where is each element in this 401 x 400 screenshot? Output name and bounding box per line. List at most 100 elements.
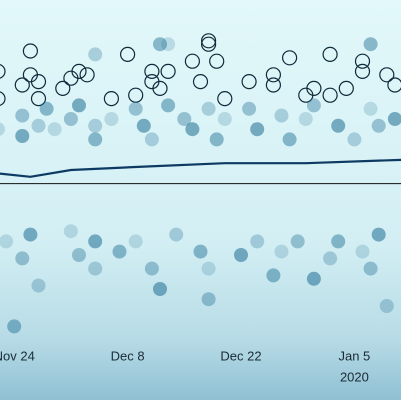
dot [0, 122, 5, 136]
dot [47, 122, 62, 137]
open-dot [55, 80, 71, 97]
dot [363, 261, 378, 276]
dot [136, 118, 151, 133]
open-dot [128, 87, 144, 103]
dot [72, 98, 86, 113]
open-dot [184, 53, 200, 69]
dot [15, 108, 30, 123]
dot [15, 129, 30, 143]
open-dot [201, 33, 217, 49]
dot [355, 244, 370, 259]
dot [331, 118, 346, 133]
dot [250, 122, 265, 137]
dot [201, 292, 216, 307]
dot [128, 234, 143, 249]
x-tick-label: Nov 24 [0, 348, 35, 363]
open-dot [201, 36, 217, 52]
dot [209, 132, 224, 147]
open-dot [0, 91, 6, 106]
dot [169, 227, 184, 242]
dot [323, 251, 338, 266]
open-dot [30, 73, 47, 90]
dot [153, 37, 167, 52]
dot [88, 47, 103, 62]
dot [88, 261, 103, 276]
open-dot [192, 73, 209, 90]
dot [31, 118, 46, 133]
dot [201, 261, 216, 276]
dot [63, 224, 78, 239]
dot [153, 282, 167, 296]
open-dot [103, 90, 120, 107]
dot [306, 98, 321, 113]
dot [112, 244, 127, 259]
dot [72, 248, 86, 262]
dot [7, 319, 22, 334]
dot [31, 278, 46, 293]
dot [266, 268, 281, 283]
open-dot [14, 77, 30, 93]
open-dot [338, 80, 354, 97]
dot [363, 101, 378, 116]
dot [371, 227, 386, 242]
dot [306, 271, 321, 286]
open-dot [387, 77, 401, 93]
dot [185, 122, 200, 137]
dot [144, 261, 159, 276]
open-dot [79, 67, 95, 83]
dot [144, 132, 159, 147]
dot [0, 234, 14, 249]
open-dot [354, 63, 371, 80]
open-dot [265, 67, 281, 83]
dot [161, 37, 176, 52]
dot [88, 132, 103, 147]
open-dot [354, 53, 371, 69]
open-dot [282, 50, 298, 66]
x-tick-label: Dec 22 [220, 348, 261, 363]
open-dot [322, 46, 338, 63]
open-dot [209, 53, 225, 69]
dot [88, 118, 103, 133]
x-tick-label: Dec 8 [111, 348, 145, 363]
dot [128, 101, 143, 116]
dot [104, 112, 119, 126]
x-tick-label: Jan 5 [338, 348, 370, 363]
dot [177, 112, 192, 126]
open-dot [322, 87, 338, 103]
dot [347, 132, 362, 147]
dot [282, 132, 297, 147]
dot [39, 101, 54, 116]
dot [250, 234, 265, 249]
open-dot [71, 63, 87, 80]
dot [161, 98, 176, 113]
open-dot [152, 80, 168, 97]
x-tick-year: 2020 [340, 369, 369, 384]
dot [290, 234, 305, 249]
dot [217, 112, 232, 126]
open-dot [217, 90, 233, 107]
open-dot [30, 90, 47, 107]
trend-line [0, 158, 401, 178]
dot [242, 101, 257, 116]
open-dot [160, 63, 176, 80]
dot [363, 37, 378, 52]
dot [387, 112, 401, 126]
dot [63, 112, 78, 126]
dot [234, 248, 248, 262]
open-dot [306, 80, 322, 97]
open-dot [0, 64, 6, 79]
dot [274, 244, 289, 259]
dot [193, 244, 208, 259]
dot [274, 108, 289, 123]
dot [379, 299, 394, 313]
dot [15, 251, 30, 266]
dot [371, 118, 386, 133]
open-dot [22, 43, 38, 59]
dot [298, 112, 313, 126]
dot [88, 234, 103, 249]
dot [331, 234, 346, 249]
open-dot [379, 67, 395, 83]
dot [201, 101, 216, 116]
